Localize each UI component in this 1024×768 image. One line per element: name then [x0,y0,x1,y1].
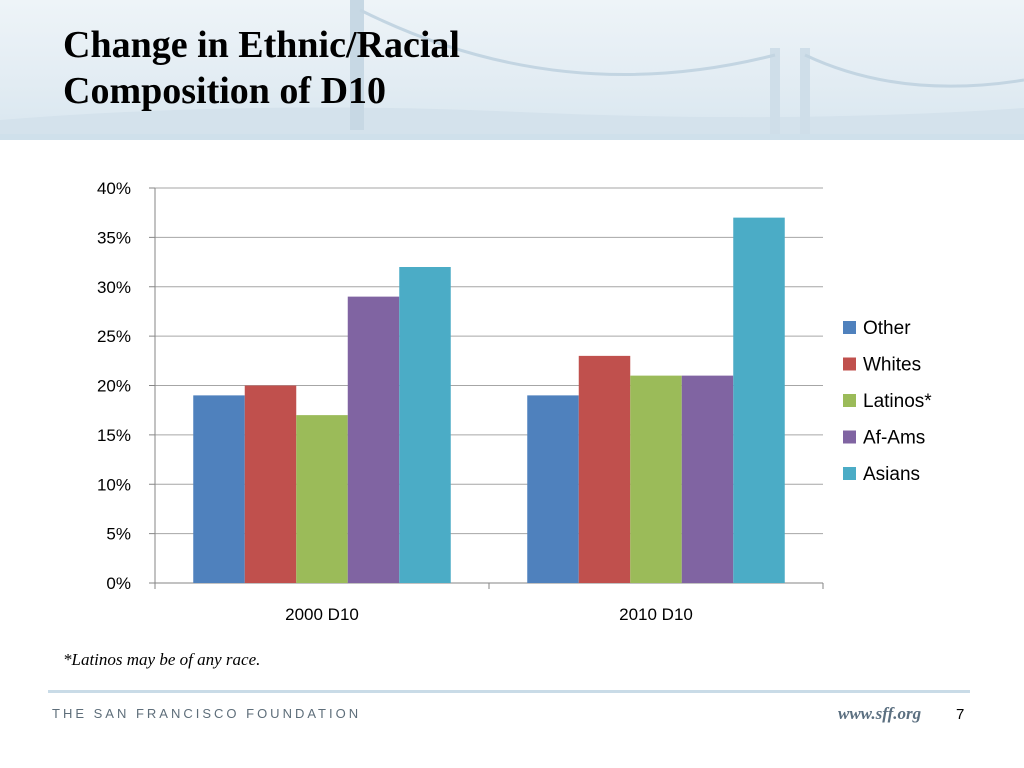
y-tick-label: 15% [97,426,131,445]
y-tick-label: 30% [97,278,131,297]
bar-whites-1 [578,355,631,583]
footer-organization: THE SAN FRANCISCO FOUNDATION [52,706,362,721]
legend-label: Asians [863,464,920,485]
bar-latinos-0 [296,415,348,583]
page-number: 7 [956,706,965,723]
y-tick-label: 25% [97,327,131,346]
bar-af-ams-0 [347,296,400,583]
bar-asians-0 [399,267,451,583]
legend-label: Latinos* [863,391,932,412]
footer-divider [48,690,970,693]
x-tick-label: 2000 D10 [285,605,359,624]
bar-latinos-1 [630,375,682,583]
slide-title-line2: Composition of D10 [63,70,387,112]
footnote: *Latinos may be of any race. [63,650,261,669]
y-tick-label: 40% [97,179,131,198]
header-banner [0,0,1024,140]
legend-label: Af-Ams [863,428,925,449]
legend-swatch [843,467,856,480]
bridge-background-graphic [0,0,1024,140]
legend-swatch [843,321,856,334]
footer-url: www.sff.org [838,704,922,723]
bar-whites-0 [244,385,297,583]
slide-title: Change in Ethnic/Racial Composition of D… [63,22,623,114]
y-tick-label: 5% [106,525,131,544]
bar-other-1 [527,395,579,583]
legend-swatch [843,394,856,407]
legend-swatch [843,357,856,371]
y-tick-label: 20% [97,377,131,396]
bar-chart-svg: 0% 5% 10% 15% 20% 25% 30% 35% 40% 2000 D10 2010 D1… [97,179,932,624]
legend-swatch [843,430,856,444]
y-tick-label: 35% [97,228,131,247]
bar-chart: 0% 5% 10% 15% 20% 25% 30% 35% 40% 2000 D10 2010 D1… [97,179,932,624]
legend-label: Whites [863,355,921,376]
x-tick-label: 2010 D10 [619,605,693,624]
legend-label: Other [863,318,911,339]
bar-asians-1 [733,217,785,583]
y-tick-label: 10% [97,475,131,494]
slide-title-line1: Change in Ethnic/Racial [63,24,460,66]
y-tick-label: 0% [106,574,131,593]
bar-af-ams-1 [681,375,734,583]
bar-other-0 [193,395,245,583]
